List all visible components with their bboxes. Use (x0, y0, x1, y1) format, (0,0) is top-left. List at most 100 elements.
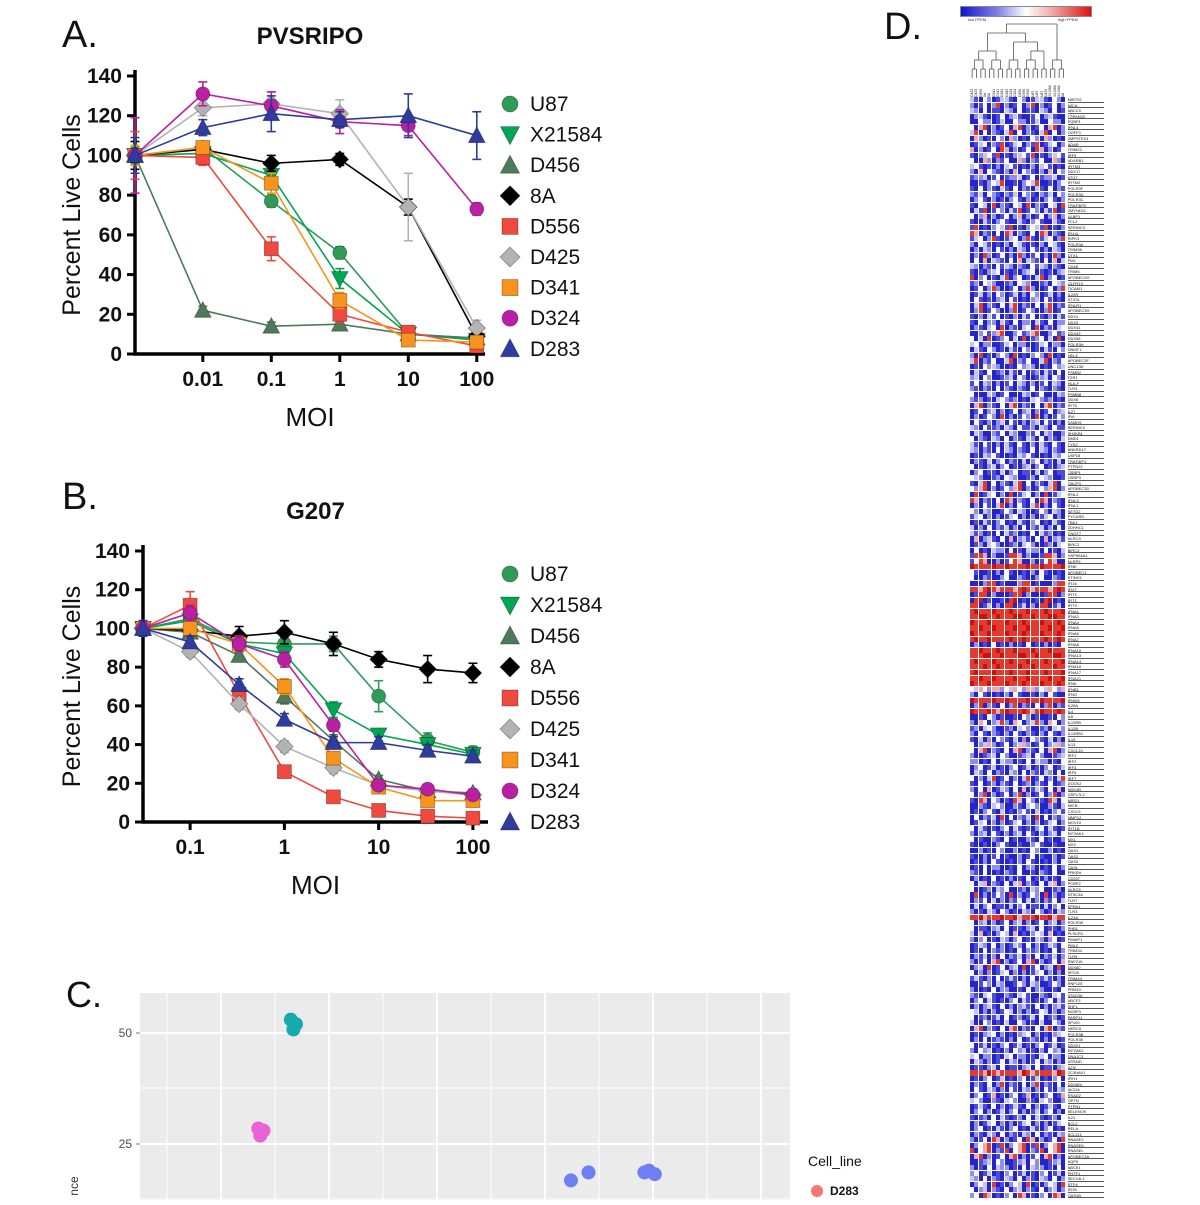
heatmap-row: AQP9 (970, 1159, 1104, 1165)
heatmap-cell (1035, 658, 1040, 664)
heatmap-cell (978, 753, 983, 759)
series-line-D341 (143, 627, 473, 802)
heatmap-cell (1000, 536, 1005, 542)
heatmap-row: PQBP1 (970, 119, 1104, 125)
heatmap-cell (996, 336, 1001, 342)
heatmap-cell (1061, 236, 1066, 242)
heatmap-row-label: DNMT1 (1067, 347, 1104, 353)
heatmap-cell (1056, 820, 1061, 826)
heatmap-cell (1009, 158, 1014, 164)
heatmap-cell (983, 703, 988, 709)
heatmap-cell (1039, 419, 1044, 425)
heatmap-cell (987, 1131, 992, 1137)
heatmap-row-label: POLR3B (1067, 1032, 1104, 1038)
heatmap-cell (1013, 914, 1018, 920)
heatmap-cell (1017, 1153, 1022, 1159)
heatmap-cell (1056, 441, 1061, 447)
heatmap-cell (1043, 1048, 1048, 1054)
heatmap-cell (1061, 964, 1066, 970)
data-point-marker (330, 150, 350, 169)
heatmap-cell (1048, 124, 1053, 130)
heatmap-row-label: IRF1 (1067, 753, 1104, 759)
heatmap-cell (1009, 936, 1014, 943)
heatmap-cell (1013, 669, 1018, 676)
heatmap-cell (1022, 703, 1027, 709)
heatmap-cell (1013, 1181, 1018, 1187)
heatmap-cell (1061, 998, 1066, 1004)
heatmap-cell (1039, 814, 1044, 820)
heatmap-cell (1026, 213, 1031, 219)
heatmap-cell (1052, 1103, 1057, 1109)
heatmap-cell (1013, 631, 1018, 637)
heatmap-cell (1035, 1176, 1040, 1182)
heatmap-row: TLR9 (970, 953, 1104, 960)
heatmap-cell (1017, 1137, 1022, 1143)
heatmap-cell (996, 174, 1001, 180)
heatmap-cell (1035, 147, 1040, 153)
heatmap-cell (1022, 408, 1027, 414)
heatmap-cell (1030, 664, 1035, 670)
heatmap-cell (1035, 458, 1040, 464)
heatmap-cell (974, 1053, 979, 1059)
heatmap-cell (1048, 197, 1053, 203)
heatmap-cell (970, 436, 974, 442)
heatmap-cell (1004, 1064, 1009, 1070)
heatmap-cell (996, 1009, 1001, 1015)
heatmap-cell (1022, 842, 1027, 848)
heatmap-cell (970, 970, 974, 976)
legend-label: D456 (530, 625, 580, 648)
heatmap-cell (1052, 202, 1057, 208)
heatmap-cell (1030, 914, 1035, 920)
heatmap-cell (983, 1126, 988, 1132)
heatmap-cell (970, 302, 974, 308)
heatmap-cell (991, 809, 996, 815)
heatmap-row-label: DDX60L (1067, 1082, 1104, 1088)
heatmap-cell (1056, 486, 1061, 492)
heatmap-cell (987, 163, 992, 169)
heatmap-cell (1039, 792, 1044, 798)
heatmap-cell (1039, 113, 1044, 119)
heatmap-cell (1017, 508, 1022, 514)
heatmap-cell (1048, 475, 1053, 481)
heatmap-cell (1017, 631, 1022, 637)
heatmap-cell (1030, 1037, 1035, 1043)
heatmap-cell (1039, 1070, 1044, 1076)
heatmap-cell (1043, 508, 1048, 514)
heatmap-cell (987, 964, 992, 970)
heatmap-cell (1004, 569, 1009, 575)
heatmap-cell (996, 108, 1001, 114)
heatmap-cell (970, 219, 974, 225)
heatmap-cell (1043, 391, 1048, 397)
heatmap-cell (1030, 964, 1035, 970)
heatmap-cell (1026, 275, 1031, 281)
heatmap-cell (1013, 625, 1018, 631)
heatmap-cell (978, 441, 983, 447)
heatmap-cell (1035, 402, 1040, 409)
heatmap-cell (974, 1176, 979, 1182)
heatmap-cell (1056, 998, 1061, 1004)
heatmap-cell (1026, 953, 1031, 959)
heatmap-cell (1026, 202, 1031, 208)
heatmap-cell (1061, 664, 1066, 670)
heatmap-cell (1052, 453, 1057, 459)
heatmap-cell (1009, 1059, 1014, 1065)
heatmap-cell (1043, 886, 1048, 892)
heatmap-cell (1013, 1142, 1018, 1148)
heatmap-cell (1000, 653, 1005, 659)
heatmap-cell (1022, 809, 1027, 815)
heatmap-cell (1022, 425, 1027, 431)
heatmap-cell (1056, 1153, 1061, 1159)
heatmap-cell (991, 720, 996, 726)
heatmap-cell (970, 308, 974, 314)
heatmap-row-label: PTPN22 (1067, 464, 1104, 470)
heatmap-cell (1026, 1181, 1031, 1187)
heatmap-cell (1000, 814, 1005, 820)
heatmap-cell (991, 352, 996, 358)
heatmap-cell (1000, 219, 1005, 225)
heatmap-cell (970, 458, 974, 464)
heatmap-cell (987, 113, 992, 119)
heatmap-cell (978, 820, 983, 826)
heatmap-cell (1022, 1076, 1027, 1082)
heatmap-cell (1061, 169, 1066, 175)
heatmap-cell (1052, 747, 1057, 753)
